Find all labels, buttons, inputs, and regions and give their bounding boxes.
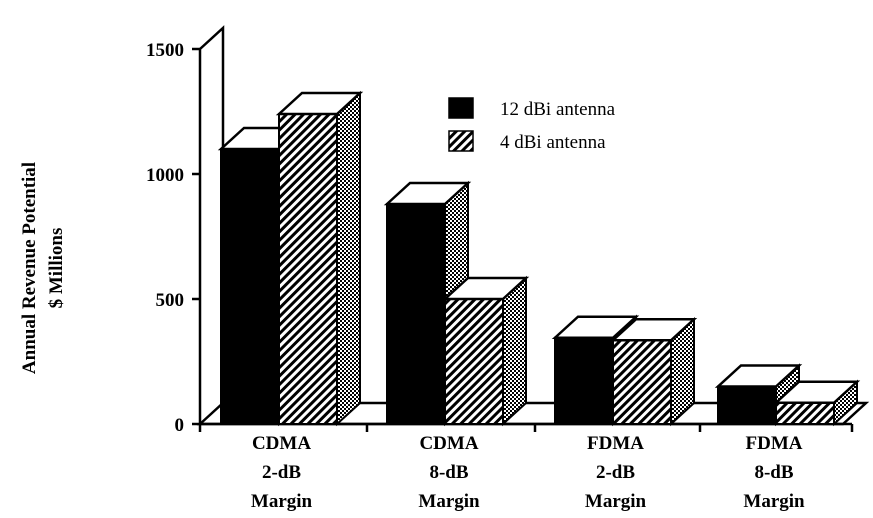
bar-front-face [444, 298, 504, 425]
y-axis-label-line-1: Annual Revenue Potential [19, 162, 40, 374]
category-label-3-line-1: 8-dB [754, 462, 793, 483]
category-label-1-line-1: 8-dB [429, 462, 468, 483]
bar-3-series-1 [772, 379, 861, 427]
bar-2-series-1 [609, 316, 698, 427]
y-axis-label-line-2: $ Millions [46, 228, 67, 309]
y-axis-ticks: 0 500 1000 1500 [146, 40, 200, 436]
bar-top-face [609, 318, 698, 342]
legend-swatch-4dbi [448, 130, 474, 152]
y-tick-label: 1000 [146, 165, 184, 186]
category-label-0-line-0: CDMA [252, 433, 311, 454]
bar-top-face [551, 315, 640, 339]
bar-1-series-1 [441, 275, 530, 427]
category-label-0-line-1: 2-dB [262, 462, 301, 483]
category-label-1-line-2: Margin [418, 491, 480, 512]
bar-top-face [714, 364, 803, 388]
y-tick-label: 1500 [146, 40, 184, 61]
bar-front-face [612, 339, 672, 425]
bar-top-face [772, 380, 861, 404]
y-tick-label: 0 [175, 415, 185, 436]
bar-side-face [336, 90, 361, 427]
legend: 12 dBi antenna 4 dBi antenna [448, 97, 616, 153]
bar-front-face [220, 148, 280, 425]
bar-front-face [386, 203, 446, 425]
bar-front-face [554, 336, 614, 425]
category-label-3-line-2: Margin [743, 491, 805, 512]
category-label-3-line-0: FDMA [746, 433, 803, 454]
category-label-0-line-2: Margin [251, 491, 313, 512]
y-axis-wall [198, 25, 225, 424]
bar-front-face [717, 385, 777, 425]
bar-front-face [278, 113, 338, 425]
bars [217, 90, 861, 427]
category-label-2-line-0: FDMA [587, 433, 644, 454]
bar-top-face [383, 181, 472, 206]
x-axis-categories: CDMA 2-dB Margin CDMA 8-dB Margin FDMA 2-dB Marg… [198, 424, 854, 512]
bar-top-face [275, 91, 364, 116]
category-label-2-line-1: 2-dB [596, 462, 635, 483]
category-label-1-line-0: CDMA [419, 433, 478, 454]
y-tick-label: 500 [156, 290, 185, 311]
bar-top-face [441, 276, 530, 301]
legend-label-12dbi: 12 dBi antenna [500, 99, 616, 120]
category-label-2-line-2: Margin [585, 491, 647, 512]
legend-label-4dbi: 4 dBi antenna [500, 132, 606, 153]
legend-swatch-12dbi [448, 97, 474, 119]
bar-side-face [502, 275, 527, 427]
bar-front-face [775, 401, 835, 425]
bar-0-series-1 [275, 90, 364, 427]
